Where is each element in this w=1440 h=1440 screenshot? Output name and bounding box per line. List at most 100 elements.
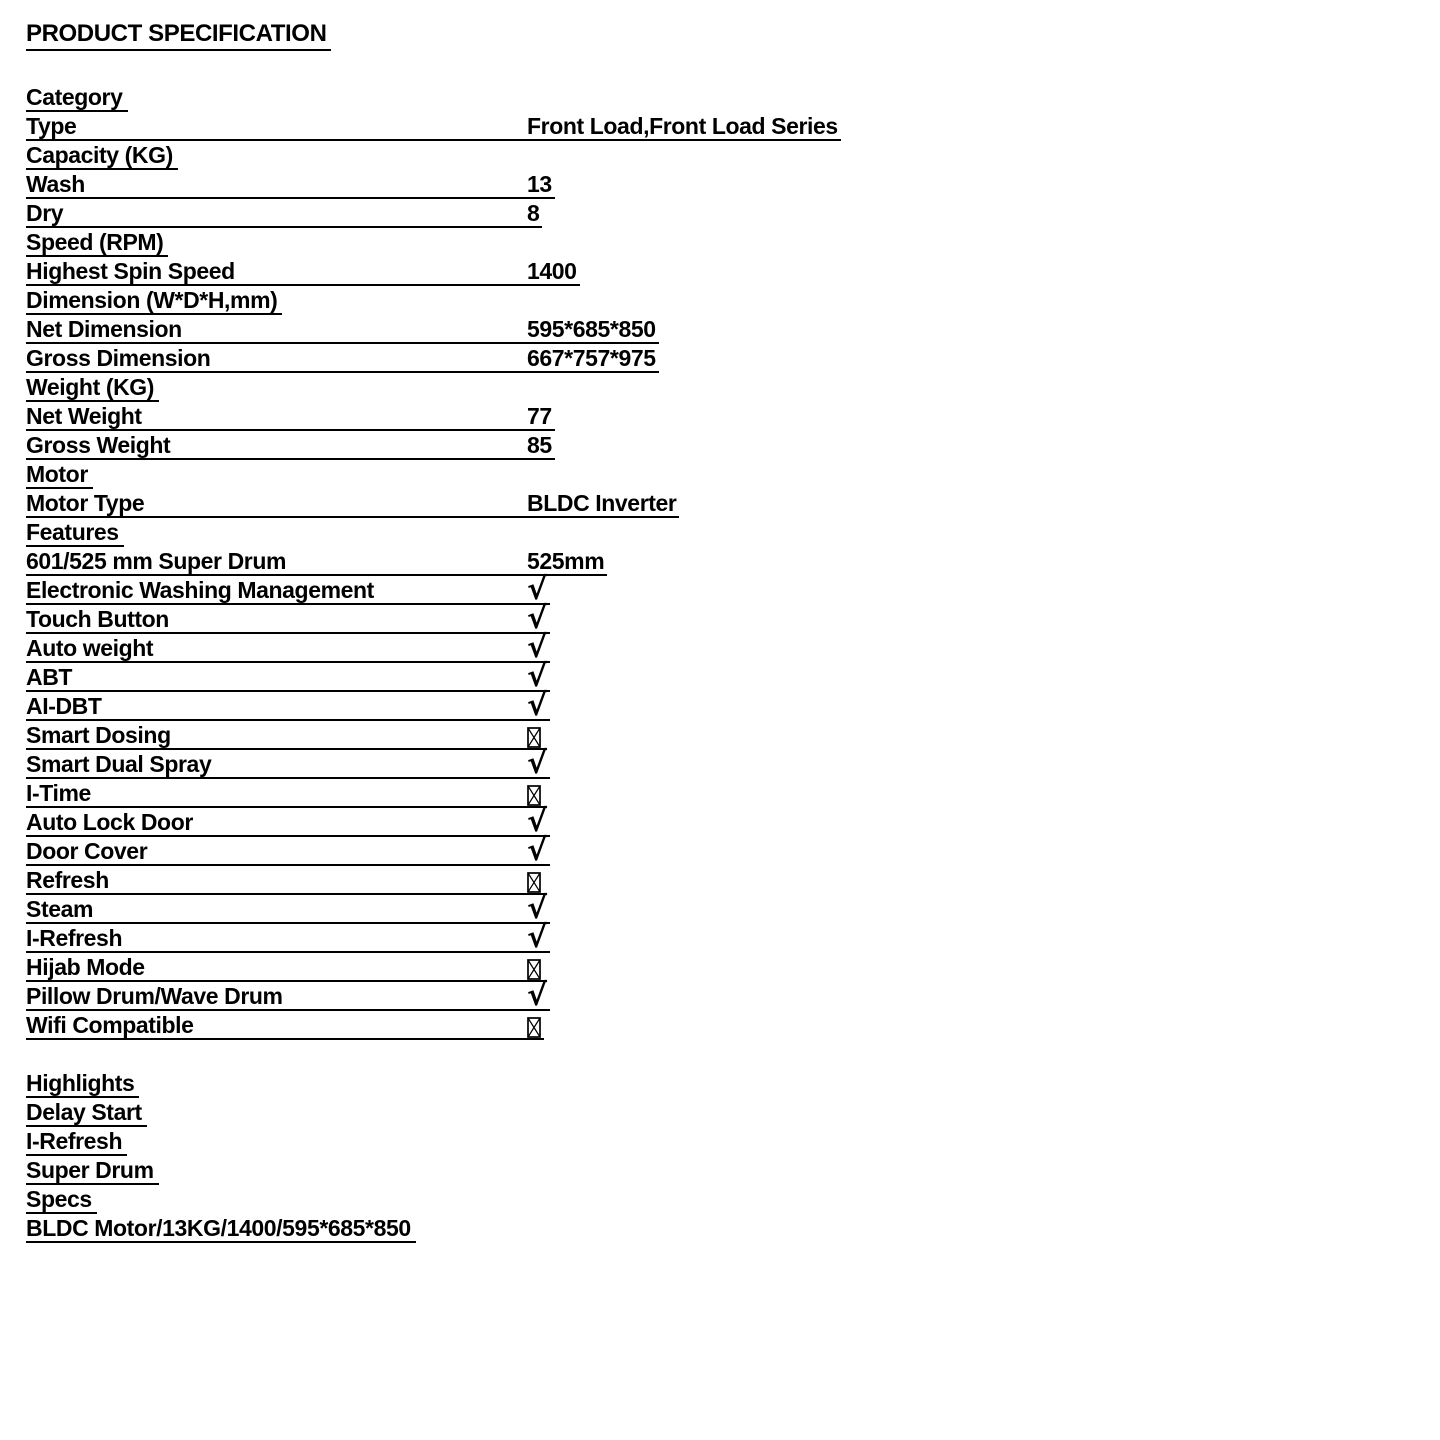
spec-row: Steam √: [26, 891, 551, 926]
check-icon: √: [527, 920, 548, 955]
highlights-specs-section: Highlights Delay Start I-Refresh Super Drum…: [26, 1069, 1440, 1243]
spec-row: AI-DBT √: [26, 688, 551, 723]
section-header-row: Capacity (KG): [26, 141, 178, 170]
spec-label: Touch Button: [26, 606, 169, 632]
footer-line: I-Refresh: [26, 1127, 128, 1156]
section-header-label: Motor: [26, 461, 88, 487]
spec-row: Auto weight √: [26, 630, 551, 665]
spec-row: Pillow Drum/Wave Drum √: [26, 978, 551, 1013]
section-header-row: Category: [26, 83, 128, 112]
section-header-row: Motor: [26, 460, 93, 489]
footer-line: BLDC Motor/13KG/1400/595*685*850: [26, 1214, 416, 1243]
spec-row: Gross Dimension 667*757*975: [26, 344, 659, 373]
spec-label: Dry: [26, 200, 64, 226]
spec-label: Auto Lock Door: [26, 809, 193, 835]
spec-row: Gross Weight 85: [26, 431, 555, 460]
spec-value: 85: [527, 432, 552, 458]
check-icon: √: [527, 746, 548, 781]
spec-row: Motor Type BLDC Inverter: [26, 489, 680, 518]
spec-row: Wifi Compatible: [26, 1011, 544, 1040]
spec-label: Highest Spin Speed: [26, 258, 235, 284]
spec-label: ABT: [26, 664, 73, 690]
spec-value: 525mm: [527, 548, 605, 574]
footer-line-label: Super Drum: [26, 1157, 154, 1183]
spec-value: 595*685*850: [527, 316, 656, 342]
spec-row: Smart Dosing: [26, 721, 544, 750]
spec-row: Smart Dual Spray √: [26, 746, 551, 781]
spec-value: 1400: [527, 258, 577, 284]
spec-label: Wash: [26, 171, 85, 197]
footer-line: Delay Start: [26, 1098, 147, 1127]
spec-row: Wash 13: [26, 170, 555, 199]
spec-label: I-Refresh: [26, 925, 123, 951]
spec-row: ABT √: [26, 659, 551, 694]
spec-row: I-Time: [26, 779, 544, 808]
section-header-row: Features: [26, 518, 124, 547]
spec-label: Door Cover: [26, 838, 148, 864]
section-header-row: Weight (KG): [26, 373, 160, 402]
crossed-box-icon: [527, 954, 541, 980]
footer-line-label: BLDC Motor/13KG/1400/595*685*850: [26, 1215, 411, 1241]
spec-value: 8: [527, 200, 540, 226]
section-header-label: Features: [26, 519, 119, 545]
spec-row: Touch Button √: [26, 601, 551, 636]
footer-line: Super Drum: [26, 1156, 159, 1185]
spec-label: Net Dimension: [26, 316, 182, 342]
spec-label: Hijab Mode: [26, 954, 145, 980]
spec-row: Net Weight 77: [26, 402, 555, 431]
spacer: [26, 51, 1440, 83]
section-header-label: Capacity (KG): [26, 142, 173, 168]
spec-row: Auto Lock Door √: [26, 807, 551, 837]
spec-value: 13: [527, 171, 552, 197]
check-icon: √: [527, 891, 548, 926]
spec-label: Smart Dosing: [26, 722, 171, 748]
footer-group-header-row: Specs: [26, 1185, 97, 1214]
spec-label: I-Time: [26, 780, 91, 806]
section-header-label: Category: [26, 84, 123, 110]
spec-label: Type: [26, 113, 77, 139]
section-header-label: Dimension (W*D*H,mm): [26, 287, 278, 313]
check-icon: √: [527, 833, 548, 868]
section-header-row: Dimension (W*D*H,mm): [26, 286, 283, 315]
spec-value: BLDC Inverter: [527, 490, 677, 516]
spec-row: Refresh: [26, 866, 544, 895]
spec-label: Gross Dimension: [26, 345, 211, 371]
spec-value: Front Load,Front Load Series: [527, 113, 838, 139]
spec-row: I-Refresh √: [26, 920, 551, 955]
footer-group-header: Highlights: [26, 1070, 135, 1096]
crossed-box-icon: [527, 867, 541, 893]
spec-row: Net Dimension 595*685*850: [26, 315, 659, 344]
check-icon: √: [527, 659, 548, 694]
footer-line-label: Delay Start: [26, 1099, 142, 1125]
section-header-label: Speed (RPM): [26, 229, 164, 255]
check-icon: √: [527, 630, 548, 665]
product-specification-page: PRODUCT SPECIFICATION Category Type Front …: [26, 20, 1440, 1243]
spec-label: Net Weight: [26, 403, 142, 429]
crossed-box-icon: [527, 1012, 541, 1038]
spec-row: Hijab Mode: [26, 953, 544, 982]
spec-value: 77: [527, 403, 552, 429]
crossed-box-icon: [527, 780, 541, 806]
spec-row: Electronic Washing Management √: [26, 572, 551, 607]
page-title: PRODUCT SPECIFICATION: [26, 20, 331, 51]
spacer: [26, 1040, 1440, 1069]
section-header-label: Weight (KG): [26, 374, 155, 400]
spec-label: Steam: [26, 896, 94, 922]
crossed-box-icon: [527, 722, 541, 748]
check-icon: √: [527, 572, 548, 607]
spec-label: Motor Type: [26, 490, 145, 516]
spec-label: Gross Weight: [26, 432, 171, 458]
footer-line-label: I-Refresh: [26, 1128, 123, 1154]
check-icon: √: [527, 601, 548, 636]
spec-label: 601/525 mm Super Drum: [26, 548, 287, 574]
spec-label: AI-DBT: [26, 693, 102, 719]
spec-label: Electronic Washing Management: [26, 577, 374, 603]
spec-row: Door Cover √: [26, 833, 551, 868]
check-icon: √: [527, 688, 548, 723]
spec-label: Pillow Drum/Wave Drum: [26, 983, 283, 1009]
spec-label: Refresh: [26, 867, 109, 893]
spec-label: Wifi Compatible: [26, 1012, 194, 1038]
footer-group-header: Specs: [26, 1186, 92, 1212]
spec-label: Auto weight: [26, 635, 154, 661]
check-icon: √: [527, 978, 548, 1013]
